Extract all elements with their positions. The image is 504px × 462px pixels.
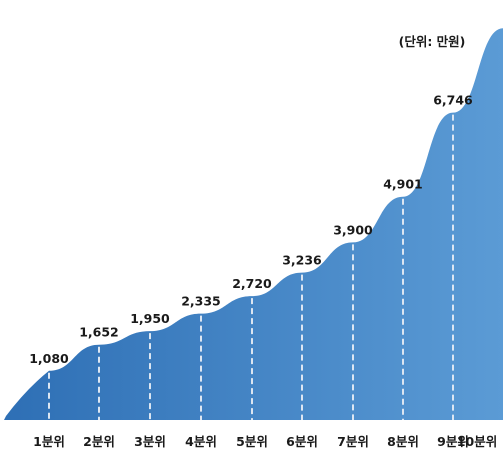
category-tick-label: 5분위 <box>236 434 268 449</box>
category-tick-label: 6분위 <box>286 434 318 449</box>
data-label: 1,652 <box>79 325 119 340</box>
category-tick-label: 10분위 <box>457 434 497 449</box>
data-label: 2,335 <box>181 294 221 309</box>
category-tick-label: 2분위 <box>83 434 115 449</box>
data-label: 1,950 <box>130 311 170 326</box>
area-fill <box>4 28 503 420</box>
data-label: 6,746 <box>433 93 473 108</box>
category-tick-label: 4분위 <box>185 434 217 449</box>
unit-note: (단위: 만원) <box>399 34 466 49</box>
category-tick-label: 3분위 <box>134 434 166 449</box>
data-label: 4,901 <box>383 177 423 192</box>
category-tick-label: 9분위 <box>437 434 469 449</box>
category-tick-label: 7분위 <box>337 434 369 449</box>
data-label: 3,900 <box>333 222 373 237</box>
data-label: 2,720 <box>232 276 272 291</box>
category-tick-label: 8분위 <box>387 434 419 449</box>
data-label: 3,236 <box>282 253 322 268</box>
category-tick-label: 1분위 <box>33 434 65 449</box>
data-label: 1,080 <box>29 351 69 366</box>
